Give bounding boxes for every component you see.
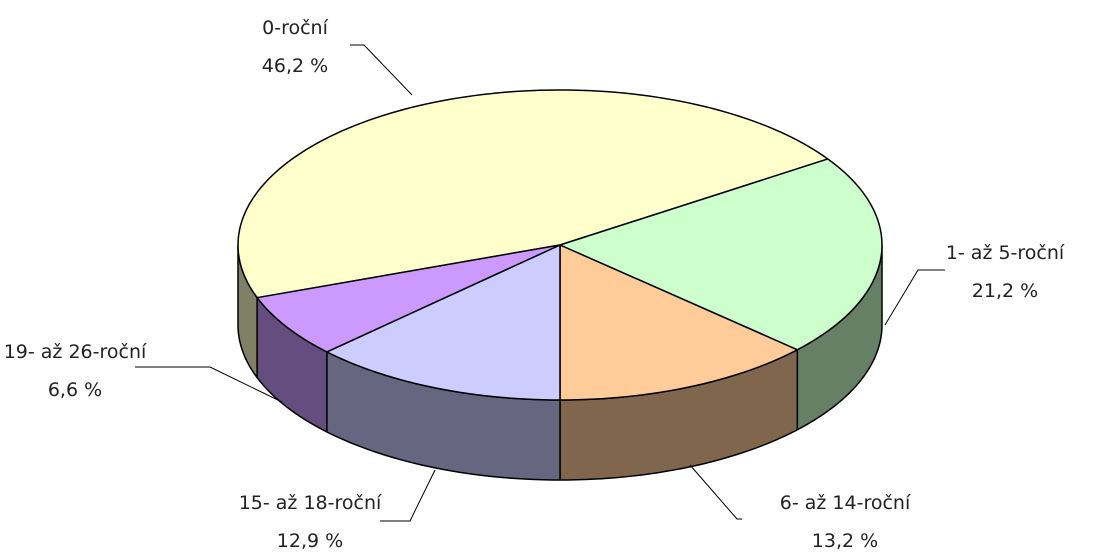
slice <box>237 89 829 299</box>
slice-label: 15- až 18-roční <box>239 492 382 514</box>
value-label: 6,6 % <box>48 379 102 401</box>
leader-line <box>350 44 413 96</box>
slice <box>256 244 561 353</box>
slice-label: 19- až 26-roční <box>4 341 147 363</box>
value-label: 13,2 % <box>812 530 878 552</box>
leader-line <box>689 464 742 520</box>
slice-label: 0-roční <box>262 17 328 39</box>
slice <box>326 244 561 401</box>
slice <box>559 244 799 401</box>
leader-line <box>884 269 945 326</box>
value-label: 21,2 % <box>972 280 1038 302</box>
slice-label: 1- až 5-roční <box>946 242 1065 264</box>
value-label: 46,2 % <box>262 55 328 77</box>
slice-label: 6- až 14-roční <box>780 492 911 514</box>
leader-line <box>135 366 283 403</box>
leader-line <box>380 469 436 522</box>
slice <box>559 158 883 351</box>
value-label: 12,9 % <box>277 530 343 552</box>
